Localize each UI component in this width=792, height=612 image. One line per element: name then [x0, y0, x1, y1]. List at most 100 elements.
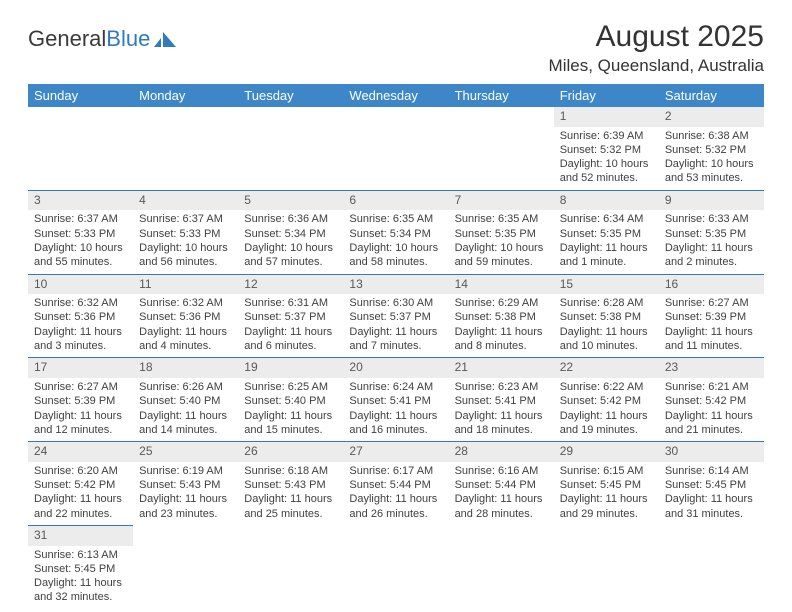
- day-info-cell: [449, 127, 554, 191]
- sunrise-text: Sunrise: 6:17 AM: [349, 464, 442, 478]
- daylight-text: Daylight: 10 hours and 58 minutes.: [349, 241, 442, 270]
- sunrise-text: Sunrise: 6:23 AM: [455, 380, 548, 394]
- day-info-cell: [343, 546, 448, 609]
- sunset-text: Sunset: 5:37 PM: [349, 310, 442, 324]
- col-header: Sunday: [28, 84, 133, 107]
- day-number-cell: 16: [659, 274, 764, 294]
- day-number-cell: [449, 525, 554, 545]
- sunset-text: Sunset: 5:39 PM: [34, 394, 127, 408]
- sunrise-text: Sunrise: 6:18 AM: [244, 464, 337, 478]
- daynum-row: 31: [28, 525, 764, 545]
- day-number-cell: 26: [238, 442, 343, 462]
- sunrise-text: Sunrise: 6:36 AM: [244, 212, 337, 226]
- sunset-text: Sunset: 5:32 PM: [665, 143, 758, 157]
- day-info-cell: Sunrise: 6:30 AMSunset: 5:37 PMDaylight:…: [343, 294, 448, 358]
- day-number-cell: [343, 107, 448, 127]
- day-info-cell: Sunrise: 6:32 AMSunset: 5:36 PMDaylight:…: [28, 294, 133, 358]
- col-header: Tuesday: [238, 84, 343, 107]
- sunset-text: Sunset: 5:42 PM: [560, 394, 653, 408]
- day-number-cell: 9: [659, 190, 764, 210]
- sunset-text: Sunset: 5:42 PM: [34, 478, 127, 492]
- day-info-cell: Sunrise: 6:15 AMSunset: 5:45 PMDaylight:…: [554, 462, 659, 526]
- day-info-cell: Sunrise: 6:36 AMSunset: 5:34 PMDaylight:…: [238, 210, 343, 274]
- info-row: Sunrise: 6:20 AMSunset: 5:42 PMDaylight:…: [28, 462, 764, 526]
- sunset-text: Sunset: 5:35 PM: [455, 227, 548, 241]
- sunset-text: Sunset: 5:38 PM: [560, 310, 653, 324]
- daylight-text: Daylight: 11 hours and 29 minutes.: [560, 492, 653, 521]
- day-info-cell: Sunrise: 6:24 AMSunset: 5:41 PMDaylight:…: [343, 378, 448, 442]
- day-info-cell: [343, 127, 448, 191]
- daylight-text: Daylight: 11 hours and 28 minutes.: [455, 492, 548, 521]
- day-info-cell: Sunrise: 6:29 AMSunset: 5:38 PMDaylight:…: [449, 294, 554, 358]
- day-info-cell: Sunrise: 6:25 AMSunset: 5:40 PMDaylight:…: [238, 378, 343, 442]
- info-row: Sunrise: 6:39 AMSunset: 5:32 PMDaylight:…: [28, 127, 764, 191]
- daynum-row: 24252627282930: [28, 442, 764, 462]
- day-number-cell: 4: [133, 190, 238, 210]
- daynum-row: 17181920212223: [28, 358, 764, 378]
- day-info-cell: Sunrise: 6:27 AMSunset: 5:39 PMDaylight:…: [28, 378, 133, 442]
- daylight-text: Daylight: 10 hours and 52 minutes.: [560, 157, 653, 186]
- day-number-cell: 3: [28, 190, 133, 210]
- sunrise-text: Sunrise: 6:15 AM: [560, 464, 653, 478]
- sunrise-text: Sunrise: 6:20 AM: [34, 464, 127, 478]
- day-number-cell: 15: [554, 274, 659, 294]
- sunset-text: Sunset: 5:45 PM: [560, 478, 653, 492]
- col-header: Monday: [133, 84, 238, 107]
- day-info-cell: Sunrise: 6:18 AMSunset: 5:43 PMDaylight:…: [238, 462, 343, 526]
- day-number-cell: [133, 525, 238, 545]
- day-number-cell: 17: [28, 358, 133, 378]
- day-number-cell: 24: [28, 442, 133, 462]
- location-label: Miles, Queensland, Australia: [549, 56, 764, 76]
- daylight-text: Daylight: 11 hours and 18 minutes.: [455, 409, 548, 438]
- sunrise-text: Sunrise: 6:16 AM: [455, 464, 548, 478]
- daylight-text: Daylight: 11 hours and 3 minutes.: [34, 325, 127, 354]
- day-number-cell: 29: [554, 442, 659, 462]
- title-block: August 2025 Miles, Queensland, Australia: [549, 20, 764, 76]
- sunrise-text: Sunrise: 6:28 AM: [560, 296, 653, 310]
- daynum-row: 3456789: [28, 190, 764, 210]
- col-header: Wednesday: [343, 84, 448, 107]
- day-number-cell: 27: [343, 442, 448, 462]
- sunset-text: Sunset: 5:39 PM: [665, 310, 758, 324]
- info-row: Sunrise: 6:37 AMSunset: 5:33 PMDaylight:…: [28, 210, 764, 274]
- day-number-cell: 19: [238, 358, 343, 378]
- sunrise-text: Sunrise: 6:32 AM: [34, 296, 127, 310]
- day-number-cell: 10: [28, 274, 133, 294]
- col-header: Saturday: [659, 84, 764, 107]
- daylight-text: Daylight: 11 hours and 22 minutes.: [34, 492, 127, 521]
- day-info-cell: Sunrise: 6:35 AMSunset: 5:34 PMDaylight:…: [343, 210, 448, 274]
- day-info-cell: Sunrise: 6:38 AMSunset: 5:32 PMDaylight:…: [659, 127, 764, 191]
- daylight-text: Daylight: 11 hours and 11 minutes.: [665, 325, 758, 354]
- sunrise-text: Sunrise: 6:30 AM: [349, 296, 442, 310]
- sunrise-text: Sunrise: 6:35 AM: [349, 212, 442, 226]
- sunset-text: Sunset: 5:34 PM: [244, 227, 337, 241]
- day-info-cell: Sunrise: 6:37 AMSunset: 5:33 PMDaylight:…: [133, 210, 238, 274]
- day-number-cell: 23: [659, 358, 764, 378]
- day-info-cell: Sunrise: 6:32 AMSunset: 5:36 PMDaylight:…: [133, 294, 238, 358]
- daylight-text: Daylight: 11 hours and 6 minutes.: [244, 325, 337, 354]
- sunset-text: Sunset: 5:36 PM: [139, 310, 232, 324]
- sunrise-text: Sunrise: 6:35 AM: [455, 212, 548, 226]
- sunrise-text: Sunrise: 6:14 AM: [665, 464, 758, 478]
- day-info-cell: [659, 546, 764, 609]
- daylight-text: Daylight: 10 hours and 57 minutes.: [244, 241, 337, 270]
- daylight-text: Daylight: 10 hours and 55 minutes.: [34, 241, 127, 270]
- sunset-text: Sunset: 5:44 PM: [455, 478, 548, 492]
- sunset-text: Sunset: 5:40 PM: [139, 394, 232, 408]
- sunset-text: Sunset: 5:38 PM: [455, 310, 548, 324]
- day-number-cell: 18: [133, 358, 238, 378]
- day-number-cell: 7: [449, 190, 554, 210]
- header-row: Sunday Monday Tuesday Wednesday Thursday…: [28, 84, 764, 107]
- day-info-cell: Sunrise: 6:20 AMSunset: 5:42 PMDaylight:…: [28, 462, 133, 526]
- sunset-text: Sunset: 5:45 PM: [34, 562, 127, 576]
- daynum-row: 12: [28, 107, 764, 127]
- info-row: Sunrise: 6:13 AMSunset: 5:45 PMDaylight:…: [28, 546, 764, 609]
- sunset-text: Sunset: 5:40 PM: [244, 394, 337, 408]
- sunset-text: Sunset: 5:35 PM: [560, 227, 653, 241]
- day-info-cell: Sunrise: 6:37 AMSunset: 5:33 PMDaylight:…: [28, 210, 133, 274]
- sunrise-text: Sunrise: 6:38 AM: [665, 129, 758, 143]
- day-info-cell: Sunrise: 6:23 AMSunset: 5:41 PMDaylight:…: [449, 378, 554, 442]
- day-number-cell: 30: [659, 442, 764, 462]
- sunset-text: Sunset: 5:35 PM: [665, 227, 758, 241]
- daylight-text: Daylight: 10 hours and 56 minutes.: [139, 241, 232, 270]
